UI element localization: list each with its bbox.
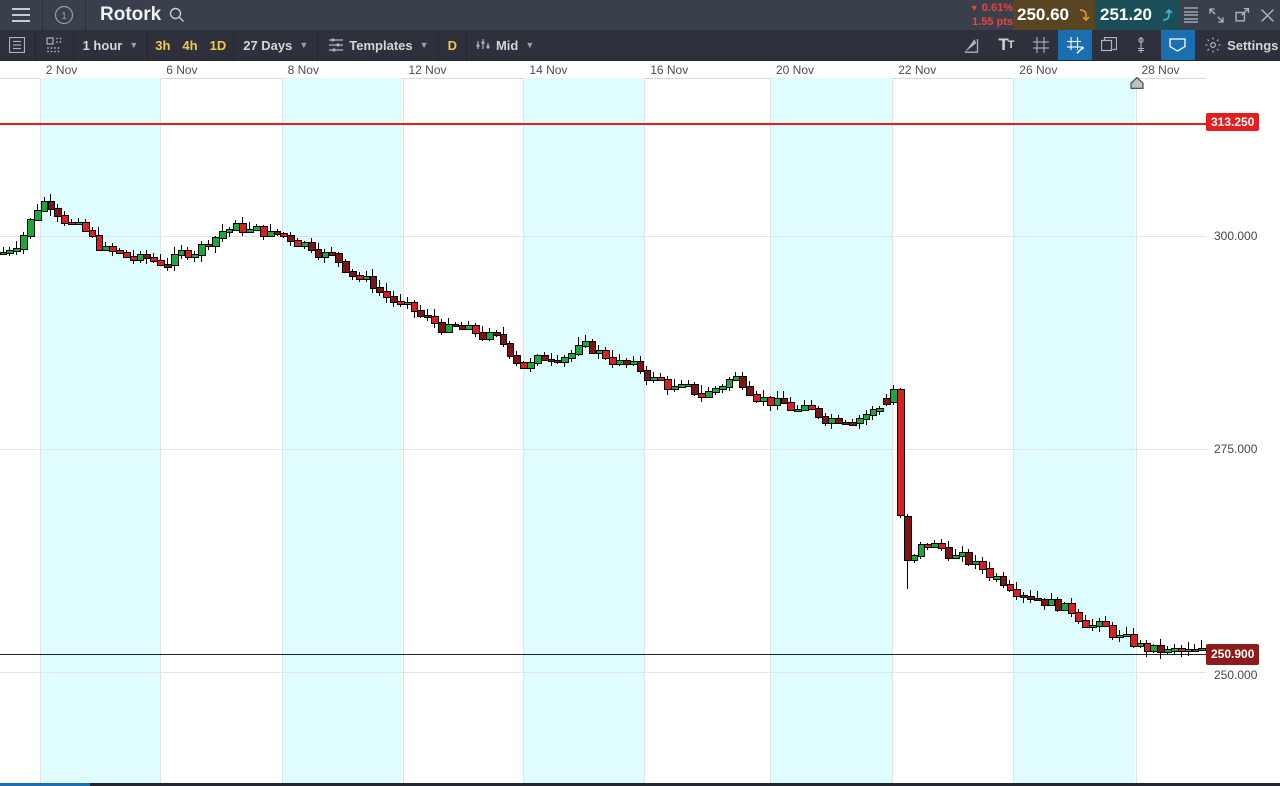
svg-text:1: 1	[61, 11, 67, 22]
